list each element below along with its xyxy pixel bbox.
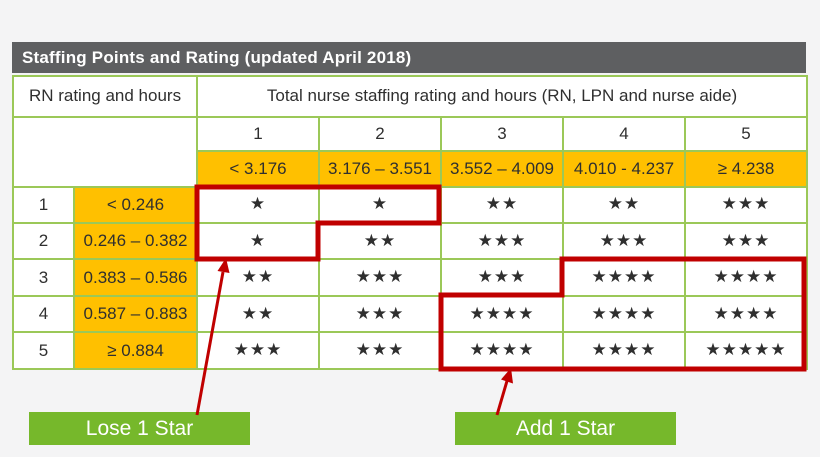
stars-cell: ★★★ <box>318 258 443 297</box>
stars-cell: ★★ <box>440 185 565 224</box>
table-row: 5 ≥ 0.884 ★★★ ★★★ ★★★★ ★★★★ ★★★★★ <box>12 331 809 370</box>
rn-rating-value: 1 <box>12 185 75 224</box>
staffing-rating-table: RN rating and hours Total nurse staffing… <box>11 75 809 370</box>
table-row: 3 0.383 – 0.586 ★★ ★★★ ★★★ ★★★★ ★★★★ <box>12 258 809 297</box>
stars-cell: ★★★★ <box>562 331 687 370</box>
column-number: 2 <box>318 115 443 153</box>
stars-cell: ★★ <box>196 294 321 334</box>
stars-cell: ★ <box>196 185 321 224</box>
rn-range-value: 0.246 – 0.382 <box>72 221 199 261</box>
slide-title: Staffing Points and Rating (updated Apri… <box>22 47 412 67</box>
stars-cell: ★★★ <box>562 221 687 261</box>
stars-cell: ★★★ <box>318 331 443 370</box>
rn-rating-value: 2 <box>12 221 75 261</box>
title-bar: Staffing Points and Rating (updated Apri… <box>12 42 806 73</box>
table-row: 1 < 0.246 ★ ★ ★★ ★★ ★★★ <box>12 185 809 224</box>
stars-cell: ★ <box>196 221 321 261</box>
column-range: < 3.176 <box>196 150 321 188</box>
column-range: 3.176 – 3.551 <box>318 150 443 188</box>
rn-range-value: ≥ 0.884 <box>72 331 199 370</box>
lose-1-star-label: Lose 1 Star <box>29 412 250 445</box>
column-range: ≥ 4.238 <box>684 150 809 188</box>
stars-cell: ★★ <box>562 185 687 224</box>
stars-cell: ★★★ <box>440 221 565 261</box>
total-staffing-header: Total nurse staffing rating and hours (R… <box>196 75 809 118</box>
column-number: 4 <box>562 115 687 153</box>
column-range: 3.552 – 4.009 <box>440 150 565 188</box>
add-arrowhead-icon <box>501 368 513 384</box>
column-number: 3 <box>440 115 565 153</box>
add-arrow <box>495 380 509 416</box>
column-range: 4.010 - 4.237 <box>562 150 687 188</box>
rn-rating-value: 3 <box>12 258 75 297</box>
stars-cell: ★★★ <box>196 331 321 370</box>
stars-cell: ★★★ <box>684 221 809 261</box>
rn-rating-header: RN rating and hours <box>11 75 199 118</box>
stars-cell: ★ <box>318 185 443 224</box>
table-row: 2 0.246 – 0.382 ★ ★★ ★★★ ★★★ ★★★ <box>12 221 809 261</box>
rn-rating-value: 4 <box>12 294 75 334</box>
stars-cell: ★★★★ <box>684 258 809 297</box>
stars-cell: ★★★★★ <box>684 331 809 370</box>
stars-cell: ★★★ <box>318 294 443 334</box>
rn-range-value: 0.383 – 0.586 <box>72 258 199 297</box>
rn-rating-value: 5 <box>12 331 75 370</box>
column-number: 5 <box>684 115 809 153</box>
column-number: 1 <box>196 115 321 153</box>
stars-cell: ★★★★ <box>562 258 687 297</box>
stars-cell: ★★★★ <box>440 294 565 334</box>
rn-range-value: 0.587 – 0.883 <box>72 294 199 334</box>
stars-cell: ★★★★ <box>684 294 809 334</box>
stars-cell: ★★ <box>318 221 443 261</box>
stars-cell: ★★★★ <box>562 294 687 334</box>
rn-range-value: < 0.246 <box>72 185 199 224</box>
table-row: 4 0.587 – 0.883 ★★ ★★★ ★★★★ ★★★★ ★★★★ <box>12 294 809 334</box>
stars-cell: ★★★ <box>440 258 565 297</box>
stars-cell: ★★ <box>196 258 321 297</box>
stars-cell: ★★★ <box>684 185 809 224</box>
stars-cell: ★★★★ <box>440 331 565 370</box>
add-1-star-label: Add 1 Star <box>455 412 676 445</box>
blank-corner-cell <box>11 115 199 188</box>
